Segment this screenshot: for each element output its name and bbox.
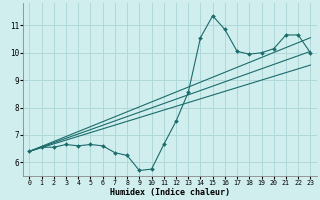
X-axis label: Humidex (Indice chaleur): Humidex (Indice chaleur) <box>110 188 230 197</box>
